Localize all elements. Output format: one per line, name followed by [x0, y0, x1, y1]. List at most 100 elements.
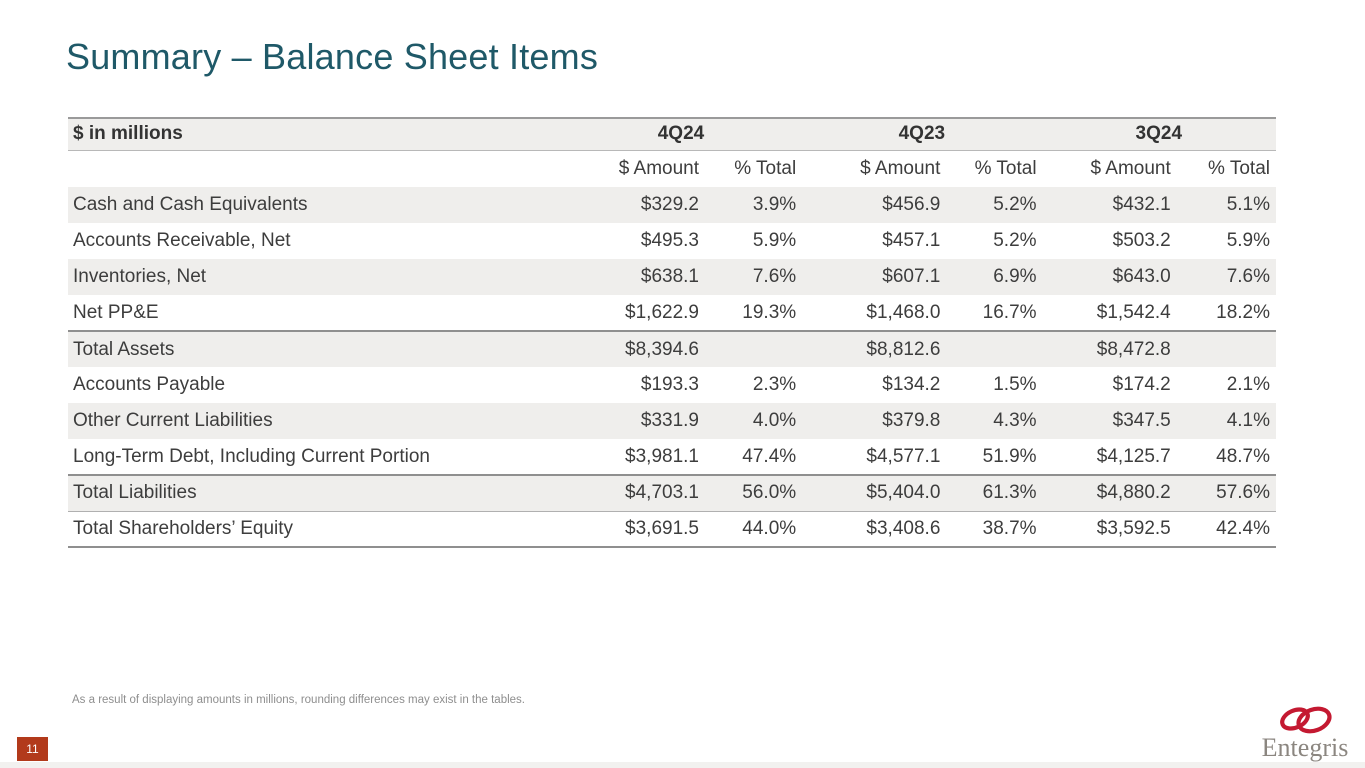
cell-value: 42.4%: [1216, 517, 1270, 539]
cell-value: $643.0: [1112, 266, 1171, 287]
cell-value: 5.2%: [993, 194, 1037, 215]
row-label: Accounts Payable: [73, 374, 226, 395]
units-label: $ in millions: [73, 123, 183, 145]
entegris-wordmark: Entegris: [1262, 733, 1349, 762]
row-label: Other Current Liabilities: [73, 410, 273, 431]
table-row: Accounts Receivable, Net $495.3 5.9% $45…: [68, 223, 1276, 259]
cell-value: $457.1: [882, 230, 941, 251]
empty-corner-cell: [68, 150, 561, 187]
cell-value: 5.1%: [1226, 194, 1270, 215]
cell-value: $379.8: [882, 410, 941, 431]
quarter-header-4q23: 4Q23: [898, 123, 946, 145]
table-header-quarters: $ in millions 4Q24 4Q23 3Q24: [68, 118, 1276, 150]
cell-value: [1177, 331, 1276, 367]
row-label: Total Shareholders’ Equity: [73, 517, 294, 539]
cell-value: $1,622.9: [625, 301, 699, 323]
table-row: Inventories, Net $638.1 7.6% $607.1 6.9%…: [68, 259, 1276, 295]
cell-value: $456.9: [882, 194, 941, 215]
cell-value: 5.9%: [1226, 230, 1270, 251]
cell-value: 4.0%: [752, 410, 797, 431]
cell-value: $4,577.1: [866, 445, 941, 467]
table-row-total-assets: Total Assets $8,394.6 $8,812.6 $8,472.8: [68, 331, 1276, 367]
row-label: Total Liabilities: [73, 482, 197, 504]
cell-value: 56.0%: [742, 482, 797, 504]
subheader-amount: $ Amount: [618, 157, 699, 179]
cell-value: $4,880.2: [1096, 482, 1171, 504]
cell-value: $3,981.1: [625, 445, 699, 467]
cell-value: 38.7%: [982, 517, 1037, 539]
balance-sheet-table-container: $ in millions 4Q24 4Q23 3Q24 $ Amount % …: [68, 117, 1276, 548]
cell-value: $607.1: [882, 266, 941, 287]
table-row-total-equity: Total Shareholders’ Equity $3,691.5 44.0…: [68, 511, 1276, 547]
cell-value: $329.2: [640, 194, 699, 215]
cell-value: $1,468.0: [866, 301, 941, 323]
row-label: Long-Term Debt, Including Current Portio…: [73, 445, 430, 467]
page-number-badge: 11: [17, 737, 48, 761]
table-row-total-liabilities: Total Liabilities $4,703.1 56.0% $5,404.…: [68, 475, 1276, 511]
cell-value: $1,542.4: [1096, 301, 1171, 323]
subheader-pct: % Total: [734, 157, 797, 179]
table-row: Accounts Payable $193.3 2.3% $134.2 1.5%…: [68, 367, 1276, 403]
subheader-pct: % Total: [974, 157, 1037, 179]
cell-value: 7.6%: [752, 266, 797, 287]
entegris-rings-icon: Entegris: [1262, 706, 1349, 762]
row-label: Net PP&E: [73, 301, 159, 323]
balance-sheet-table: $ in millions 4Q24 4Q23 3Q24 $ Amount % …: [68, 117, 1276, 548]
subheader-amount: $ Amount: [860, 157, 941, 179]
page-number: 11: [26, 742, 39, 756]
cell-value: $8,472.8: [1096, 338, 1171, 360]
cell-value: 4.1%: [1226, 410, 1270, 431]
cell-value: $174.2: [1112, 374, 1171, 395]
quarter-header-3q24: 3Q24: [1135, 123, 1183, 145]
table-row: Long-Term Debt, Including Current Portio…: [68, 439, 1276, 475]
cell-value: $4,125.7: [1096, 445, 1171, 467]
cell-value: 3.9%: [752, 194, 797, 215]
cell-value: 44.0%: [742, 517, 797, 539]
cell-value: 1.5%: [993, 374, 1037, 395]
cell-value: $638.1: [640, 266, 699, 287]
cell-value: $3,691.5: [625, 517, 699, 539]
cell-value: 47.4%: [742, 445, 797, 467]
cell-value: [705, 331, 802, 367]
cell-value: 5.9%: [752, 230, 797, 251]
row-label: Total Assets: [73, 338, 175, 360]
rounding-footnote: As a result of displaying amounts in mil…: [72, 694, 525, 706]
page-title: Summary – Balance Sheet Items: [66, 36, 599, 77]
cell-value: 57.6%: [1216, 482, 1270, 504]
cell-value: 7.6%: [1226, 266, 1270, 287]
cell-value: $3,408.6: [866, 517, 941, 539]
row-label: Accounts Receivable, Net: [73, 230, 291, 251]
cell-value: 16.7%: [982, 301, 1037, 323]
cell-value: $503.2: [1112, 230, 1171, 251]
cell-value: 51.9%: [982, 445, 1037, 467]
row-label: Inventories, Net: [73, 266, 207, 287]
table-row: Other Current Liabilities $331.9 4.0% $3…: [68, 403, 1276, 439]
slide-bottom-strip: [0, 762, 1365, 768]
cell-value: 18.2%: [1216, 301, 1270, 323]
cell-value: $331.9: [640, 410, 699, 431]
cell-value: $347.5: [1112, 410, 1171, 431]
cell-value: 6.9%: [993, 266, 1037, 287]
cell-value: $4,703.1: [625, 482, 699, 504]
cell-value: 48.7%: [1216, 445, 1270, 467]
cell-value: $3,592.5: [1096, 517, 1171, 539]
cell-value: 4.3%: [993, 410, 1037, 431]
cell-value: $432.1: [1112, 194, 1171, 215]
cell-value: $134.2: [882, 374, 941, 395]
cell-value: 61.3%: [982, 482, 1037, 504]
cell-value: $495.3: [640, 230, 699, 251]
cell-value: 19.3%: [742, 301, 797, 323]
cell-value: $8,812.6: [866, 338, 941, 360]
cell-value: [946, 331, 1042, 367]
row-label: Cash and Cash Equivalents: [73, 194, 308, 215]
subheader-pct: % Total: [1208, 157, 1270, 179]
entegris-logo: Entegris: [1255, 706, 1355, 762]
cell-value: $8,394.6: [625, 338, 699, 360]
table-row: Net PP&E $1,622.9 19.3% $1,468.0 16.7% $…: [68, 295, 1276, 331]
quarter-header-4q24: 4Q24: [657, 123, 705, 145]
table-header-subcolumns: $ Amount % Total $ Amount % Total $ Amou…: [68, 150, 1276, 187]
subheader-amount: $ Amount: [1090, 157, 1171, 179]
cell-value: 5.2%: [993, 230, 1037, 251]
cell-value: 2.3%: [752, 374, 797, 395]
